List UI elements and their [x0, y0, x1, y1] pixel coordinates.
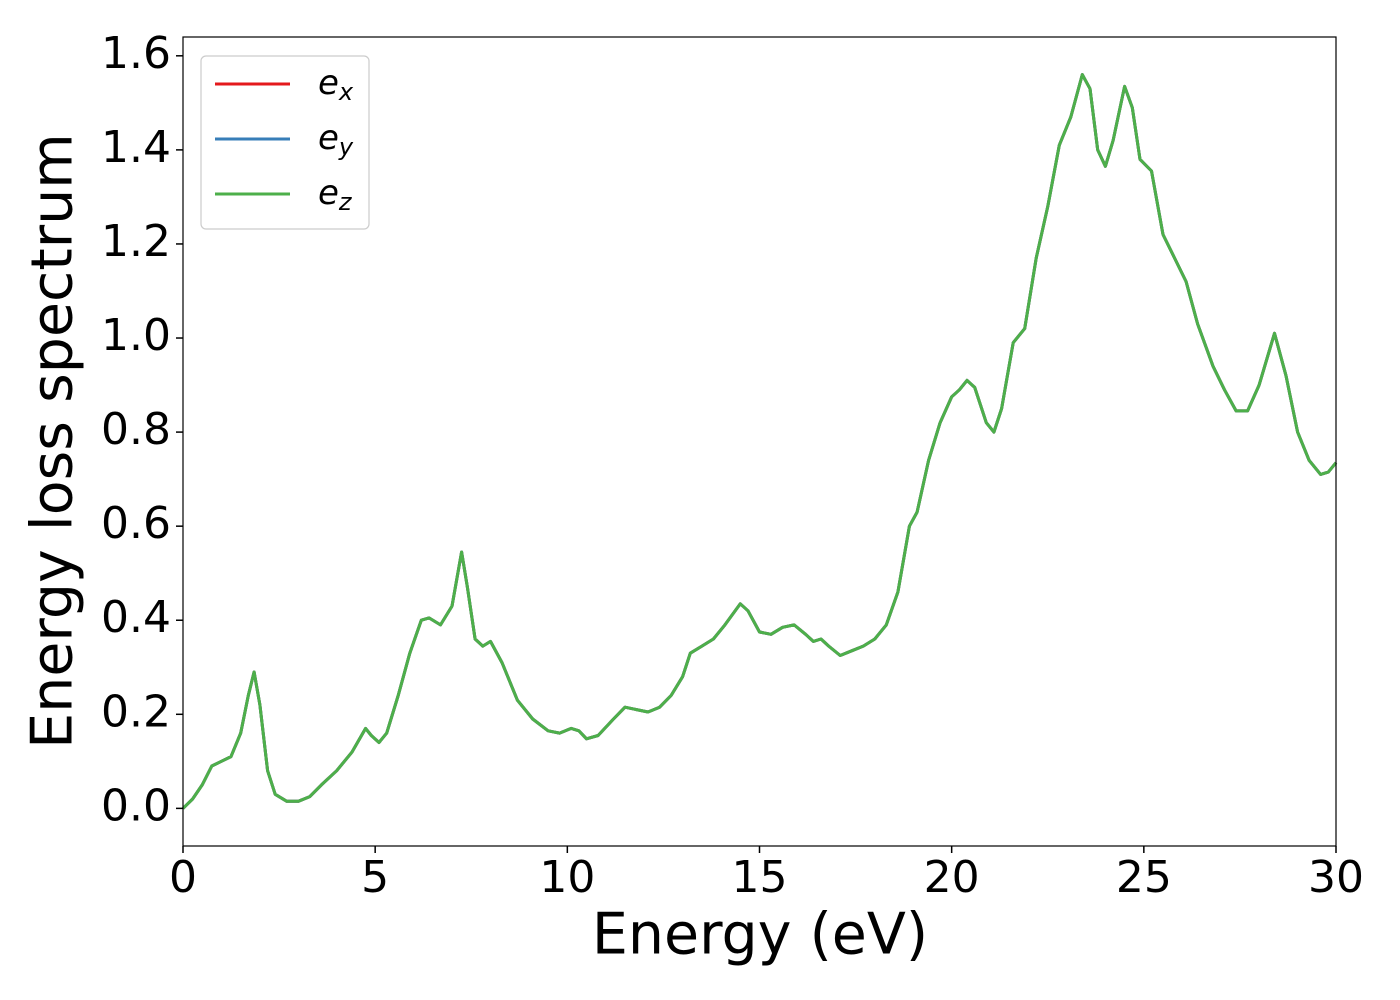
x-tick-label: 15: [732, 852, 788, 903]
x-tick-label: 25: [1116, 852, 1172, 903]
y-tick-label: 1.0: [101, 310, 171, 361]
y-tick-label: 0.2: [101, 686, 171, 737]
x-tick-label: 20: [924, 852, 980, 903]
legend-label: ex: [318, 63, 354, 107]
y-tick-label: 0.4: [101, 592, 171, 643]
y-axis-label: Energy loss spectrum: [20, 133, 86, 749]
legend-box: [200, 55, 370, 230]
x-axis-label: Energy (eV): [592, 902, 928, 968]
y-tick-label: 1.2: [101, 216, 171, 267]
legend-label: ey: [318, 118, 354, 162]
x-tick-label: 0: [169, 852, 197, 903]
x-tick-label: 10: [539, 852, 595, 903]
y-tick-label: 1.4: [101, 122, 171, 173]
plot-frame: [182, 36, 1337, 847]
legend-label: ez: [318, 173, 353, 217]
y-tick-label: 0.0: [101, 780, 171, 831]
y-tick-label: 0.6: [101, 498, 171, 549]
x-tick-label: 30: [1308, 852, 1364, 903]
series-line: [181, 73, 1338, 810]
y-tick-label: 0.8: [101, 404, 171, 455]
x-tick-label: 5: [361, 852, 389, 903]
y-tick-label: 1.6: [101, 28, 171, 79]
